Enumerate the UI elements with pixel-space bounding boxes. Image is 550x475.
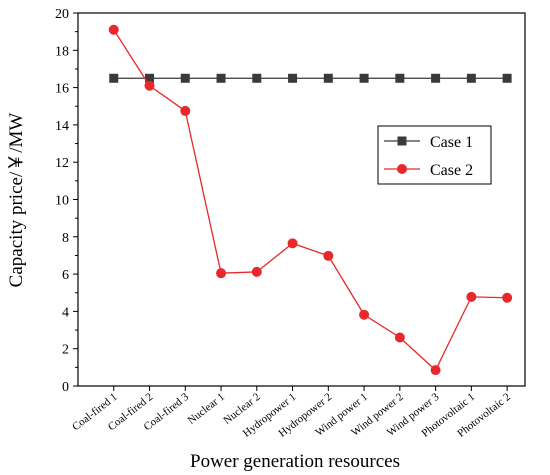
data-point (394, 332, 405, 343)
y-tick-label: 12 (55, 156, 69, 171)
data-point (180, 73, 190, 83)
data-point (466, 73, 476, 83)
legend-box (377, 125, 492, 185)
data-point (287, 238, 298, 249)
data-point (431, 73, 441, 83)
data-point (502, 73, 512, 83)
y-tick-label: 2 (62, 343, 69, 358)
data-point (108, 24, 119, 35)
data-point (288, 73, 298, 83)
x-tick-label: Nuclear 1 (186, 391, 227, 427)
data-point (359, 309, 370, 320)
y-tick-label: 8 (62, 231, 69, 246)
legend: Case 1 Case 2 (377, 125, 492, 185)
series-1 (109, 73, 512, 83)
data-point (395, 73, 405, 83)
legend-label: Case 2 (430, 162, 473, 179)
y-tick-label: 10 (55, 194, 69, 209)
series-layer (108, 24, 513, 376)
y-axis-ticks: 0 2 4 6 8 10 12 14 16 18 20 (55, 7, 78, 395)
data-point (359, 73, 369, 83)
legend-marker (397, 136, 407, 146)
data-point (145, 73, 155, 83)
data-point (180, 105, 191, 116)
data-point (216, 268, 227, 279)
data-point (109, 73, 119, 83)
legend-marker (397, 164, 407, 174)
data-point (466, 291, 477, 302)
data-point (216, 73, 226, 83)
series-2 (108, 24, 513, 376)
series-line (113, 29, 508, 372)
y-tick-label: 18 (55, 44, 69, 59)
data-point (251, 266, 262, 277)
data-point (252, 73, 262, 83)
y-tick-label: 4 (62, 305, 69, 320)
legend-label: Case 1 (430, 134, 473, 151)
data-point (430, 365, 441, 376)
data-point (323, 250, 334, 261)
y-axis-title: Capacity price/￥/MW (6, 113, 27, 288)
axes (77, 12, 526, 387)
x-axis-title: Power generation resources (190, 451, 400, 472)
y-tick-label: 0 (62, 380, 69, 395)
y-tick-label: 6 (62, 268, 69, 283)
y-tick-label: 16 (55, 82, 69, 97)
data-point (144, 80, 155, 91)
y-tick-label: 20 (55, 7, 69, 22)
plot-frame (77, 12, 526, 387)
y-tick-label: 14 (55, 119, 69, 134)
data-point (502, 292, 513, 303)
data-point (323, 73, 333, 83)
